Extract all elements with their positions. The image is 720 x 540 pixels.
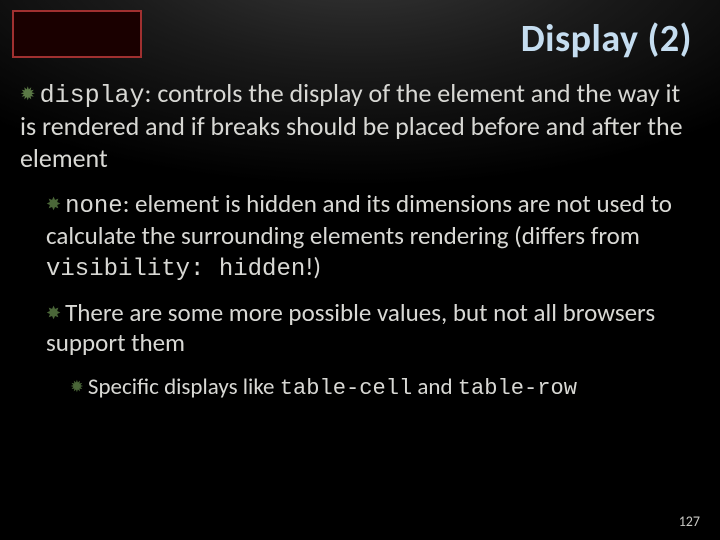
code-display: display — [40, 82, 145, 110]
code-table-row: table-row — [458, 376, 577, 401]
bullet-text: There are some more possible values, but… — [46, 297, 655, 359]
corner-badge — [12, 10, 142, 58]
bullet-icon: ✹ — [70, 377, 84, 397]
bullet-text: and — [412, 373, 458, 401]
bullet-text: : element is hidden and its dimensions a… — [46, 188, 672, 251]
slide-body: ✹display: controls the display of the el… — [20, 78, 696, 403]
bullet-level2: ✸none: element is hidden and its dimensi… — [46, 189, 696, 284]
bullet-level3: ✹Specific displays like table-cell and t… — [70, 373, 696, 403]
bullet-level2: ✸There are some more possible values, bu… — [46, 298, 696, 359]
bullet-text: Specific displays like — [88, 373, 280, 401]
bullet-icon: ✸ — [46, 194, 61, 216]
bullet-level1: ✹display: controls the display of the el… — [20, 78, 696, 175]
page-number: 127 — [679, 513, 700, 530]
bullet-icon: ✸ — [46, 303, 61, 325]
bullet-icon: ✹ — [20, 84, 36, 107]
code-table-cell: table-cell — [280, 376, 413, 401]
code-none: none — [65, 193, 123, 220]
slide-title: Display (2) — [521, 16, 692, 62]
code-visibility: visibility: hidden — [46, 256, 305, 283]
bullet-text: !) — [305, 251, 321, 282]
